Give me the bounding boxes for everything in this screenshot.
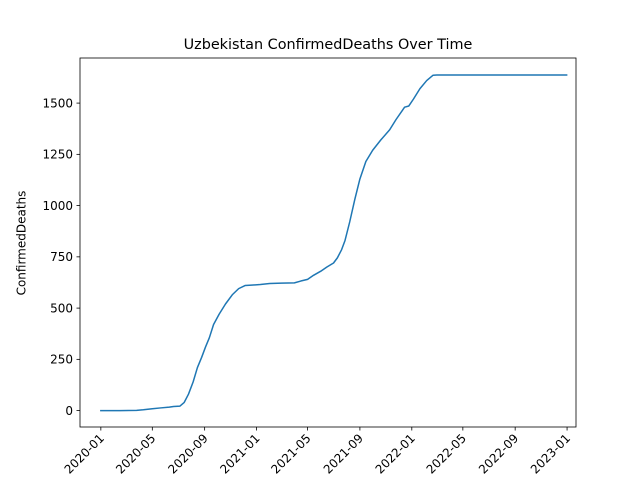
x-tick-label: 2020-05 bbox=[113, 431, 158, 476]
x-tick-label: 2020-09 bbox=[165, 431, 210, 476]
axes-frame bbox=[79, 57, 577, 428]
chart-title: Uzbekistan ConfirmedDeaths Over Time bbox=[184, 37, 473, 53]
y-tick-label: 250 bbox=[50, 353, 73, 367]
x-tick-label: 2023-01 bbox=[528, 431, 573, 476]
y-tick-label: 750 bbox=[50, 250, 73, 264]
x-tick-label: 2020-01 bbox=[62, 431, 107, 476]
y-axis-label: ConfirmedDeaths bbox=[15, 191, 29, 296]
x-tick-label: 2021-05 bbox=[268, 431, 313, 476]
series-line bbox=[100, 74, 568, 412]
y-tick-label: 0 bbox=[65, 404, 73, 418]
y-tick-label: 1250 bbox=[42, 148, 73, 162]
x-tick-label: 2022-09 bbox=[476, 431, 521, 476]
series-layer bbox=[100, 74, 568, 412]
x-tick-label: 2022-01 bbox=[373, 431, 418, 476]
x-tick-label: 2021-09 bbox=[321, 431, 366, 476]
x-tick-label: 2022-05 bbox=[424, 431, 469, 476]
y-axis-ticks: 0 250 500 750 1000 1250 1500 bbox=[42, 96, 80, 418]
y-tick-label: 500 bbox=[50, 301, 73, 315]
x-tick-label: 2021-01 bbox=[217, 431, 262, 476]
y-tick-label: 1000 bbox=[42, 199, 73, 213]
y-tick-label: 1500 bbox=[42, 96, 73, 110]
x-axis-ticks: 2020-01 2020-05 2020-09 2021-01 2021-05 2021-… bbox=[62, 427, 573, 477]
